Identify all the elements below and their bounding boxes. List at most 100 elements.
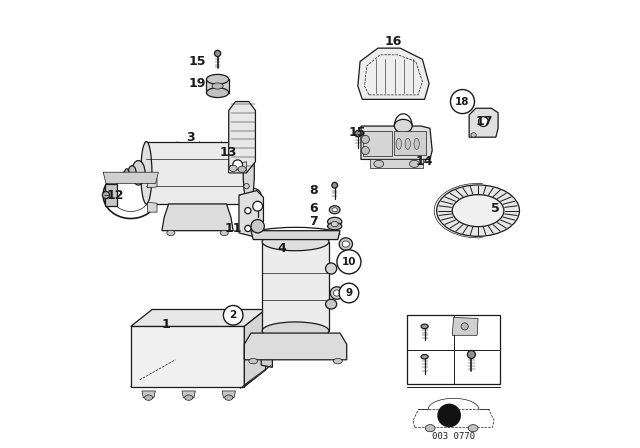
Circle shape <box>451 90 474 114</box>
Polygon shape <box>131 310 266 327</box>
Polygon shape <box>240 365 271 389</box>
Ellipse shape <box>394 119 412 133</box>
Circle shape <box>438 404 460 426</box>
Ellipse shape <box>479 116 488 126</box>
Ellipse shape <box>328 223 342 230</box>
Circle shape <box>337 250 361 274</box>
Bar <box>407 315 500 384</box>
Polygon shape <box>131 370 266 387</box>
Polygon shape <box>104 184 117 206</box>
Ellipse shape <box>426 425 435 432</box>
Ellipse shape <box>421 324 428 329</box>
Ellipse shape <box>220 230 228 236</box>
Polygon shape <box>251 231 340 240</box>
Polygon shape <box>222 391 236 398</box>
Text: 11: 11 <box>225 222 242 235</box>
Polygon shape <box>182 391 195 398</box>
Ellipse shape <box>333 290 340 296</box>
Circle shape <box>339 283 359 303</box>
Ellipse shape <box>471 133 476 137</box>
Ellipse shape <box>125 169 129 177</box>
Ellipse shape <box>102 191 109 198</box>
Ellipse shape <box>332 182 337 188</box>
Text: 15: 15 <box>348 126 365 139</box>
Ellipse shape <box>128 166 136 180</box>
Text: 6: 6 <box>309 202 317 215</box>
Text: 1: 1 <box>162 318 171 331</box>
Polygon shape <box>131 327 244 387</box>
Ellipse shape <box>362 146 369 155</box>
Ellipse shape <box>326 263 337 274</box>
Polygon shape <box>358 48 429 99</box>
Ellipse shape <box>396 138 401 150</box>
Ellipse shape <box>326 299 337 309</box>
Ellipse shape <box>467 350 476 358</box>
Polygon shape <box>469 108 498 137</box>
Ellipse shape <box>244 184 249 189</box>
Ellipse shape <box>212 83 223 89</box>
Ellipse shape <box>452 194 504 227</box>
Ellipse shape <box>249 358 258 364</box>
Ellipse shape <box>331 221 339 227</box>
Ellipse shape <box>328 217 342 226</box>
Polygon shape <box>244 310 266 387</box>
Polygon shape <box>228 102 255 173</box>
Polygon shape <box>142 391 156 398</box>
Ellipse shape <box>330 206 340 214</box>
Text: 10: 10 <box>342 257 356 267</box>
Polygon shape <box>162 204 233 231</box>
Ellipse shape <box>244 157 249 162</box>
Ellipse shape <box>243 142 254 204</box>
Ellipse shape <box>214 50 221 56</box>
Ellipse shape <box>262 233 329 251</box>
Polygon shape <box>239 190 264 237</box>
Ellipse shape <box>141 142 152 204</box>
Polygon shape <box>370 159 423 168</box>
Text: 5: 5 <box>492 202 500 215</box>
Text: 16: 16 <box>385 35 402 48</box>
Text: 3: 3 <box>187 131 195 144</box>
Ellipse shape <box>461 323 468 330</box>
Ellipse shape <box>355 130 361 137</box>
Ellipse shape <box>330 287 344 299</box>
Polygon shape <box>413 409 494 427</box>
Ellipse shape <box>414 138 419 150</box>
Ellipse shape <box>339 238 353 250</box>
Ellipse shape <box>225 395 233 401</box>
Ellipse shape <box>244 225 251 232</box>
Ellipse shape <box>262 322 329 340</box>
Text: 12: 12 <box>106 189 124 202</box>
Ellipse shape <box>374 160 383 168</box>
Ellipse shape <box>421 354 428 359</box>
Ellipse shape <box>233 160 243 170</box>
Ellipse shape <box>333 358 342 364</box>
Ellipse shape <box>362 135 369 143</box>
Text: 8: 8 <box>309 184 317 197</box>
Ellipse shape <box>342 241 349 247</box>
Ellipse shape <box>251 220 264 233</box>
Polygon shape <box>147 178 157 188</box>
Ellipse shape <box>132 160 145 185</box>
Text: 14: 14 <box>416 155 433 168</box>
Polygon shape <box>261 352 273 367</box>
Ellipse shape <box>167 230 175 236</box>
Ellipse shape <box>436 185 520 236</box>
Polygon shape <box>207 79 228 93</box>
Polygon shape <box>147 202 157 212</box>
Text: 2: 2 <box>230 310 237 320</box>
Bar <box>394 130 426 155</box>
Text: 17: 17 <box>476 115 493 128</box>
Text: 18: 18 <box>455 97 470 107</box>
Polygon shape <box>228 162 246 173</box>
Ellipse shape <box>405 138 410 150</box>
Ellipse shape <box>185 395 193 401</box>
Polygon shape <box>103 172 158 183</box>
Text: 7: 7 <box>309 215 317 228</box>
Text: 13: 13 <box>220 146 237 159</box>
Polygon shape <box>452 318 478 335</box>
Text: 003 0770: 003 0770 <box>432 432 475 441</box>
Polygon shape <box>361 126 432 159</box>
Polygon shape <box>147 142 249 204</box>
Text: 4: 4 <box>278 242 287 255</box>
Circle shape <box>223 306 243 325</box>
